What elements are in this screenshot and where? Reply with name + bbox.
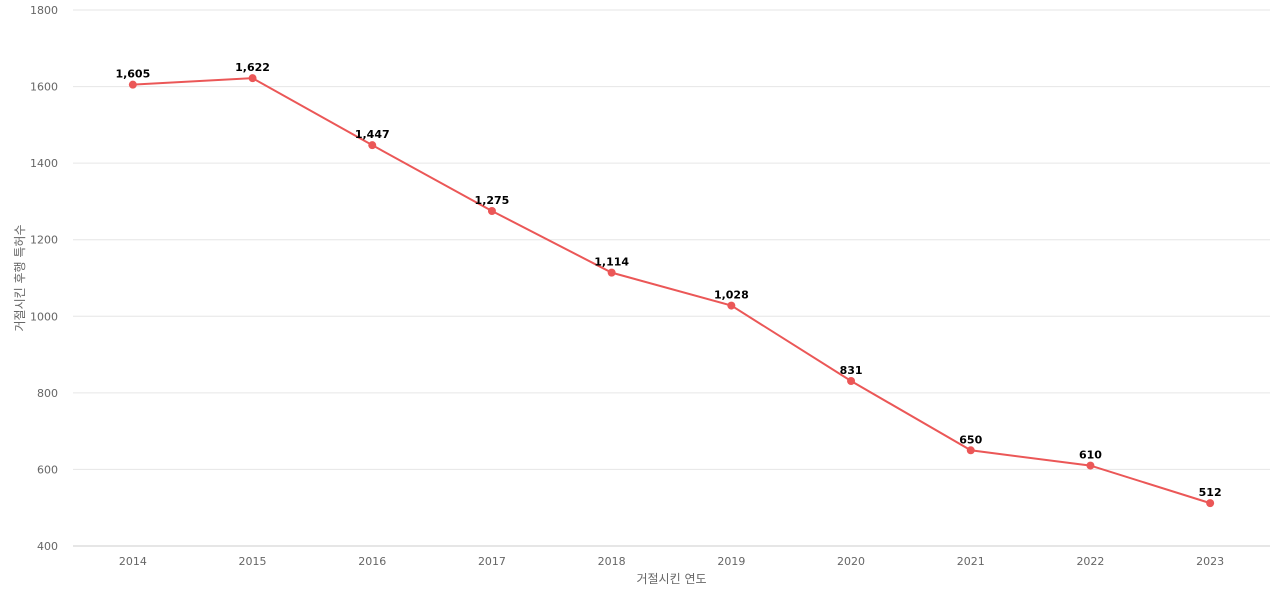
data-point bbox=[368, 141, 377, 150]
y-tick-label: 1200 bbox=[30, 234, 58, 247]
x-tick-label: 2023 bbox=[1196, 555, 1224, 568]
data-point bbox=[727, 301, 736, 310]
y-axis: 400 600 800 1000 1200 1400 1600 1800 bbox=[30, 4, 58, 553]
y-tick-label: 1400 bbox=[30, 157, 58, 170]
data-point bbox=[1086, 461, 1095, 470]
x-tick-label: 2014 bbox=[119, 555, 147, 568]
data-label: 1,114 bbox=[594, 256, 629, 269]
y-tick-label: 600 bbox=[37, 463, 58, 476]
x-axis-title: 거절시킨 연도 bbox=[636, 572, 706, 586]
x-tick-label: 2022 bbox=[1076, 555, 1104, 568]
data-label: 650 bbox=[959, 433, 982, 446]
data-label: 512 bbox=[1199, 486, 1222, 499]
series-line bbox=[132, 77, 1211, 505]
y-tick-label: 1800 bbox=[30, 4, 58, 17]
data-point bbox=[1206, 499, 1215, 508]
x-axis: 2014 2015 2016 2017 2018 2019 2020 2021 2022 2023 bbox=[119, 555, 1224, 568]
data-point bbox=[966, 446, 975, 455]
x-tick-label: 2021 bbox=[957, 555, 985, 568]
data-point bbox=[607, 268, 616, 277]
data-point bbox=[248, 74, 257, 83]
data-label: 1,275 bbox=[475, 194, 510, 207]
grid bbox=[73, 9, 1270, 547]
y-tick-label: 400 bbox=[37, 540, 58, 553]
data-label: 1,605 bbox=[115, 68, 150, 81]
x-tick-label: 2017 bbox=[478, 555, 506, 568]
data-label: 1,447 bbox=[355, 128, 390, 141]
y-tick-label: 1600 bbox=[30, 81, 58, 94]
data-label: 1,622 bbox=[235, 61, 270, 74]
x-tick-label: 2020 bbox=[837, 555, 865, 568]
x-tick-label: 2015 bbox=[239, 555, 267, 568]
data-point bbox=[128, 80, 137, 89]
series: 1,605 1,622 1,447 1,275 1,114 1,028 831 650 610 5… bbox=[115, 61, 1222, 508]
y-tick-label: 800 bbox=[37, 387, 58, 400]
data-label: 610 bbox=[1079, 449, 1102, 462]
x-tick-label: 2018 bbox=[598, 555, 626, 568]
x-tick-label: 2016 bbox=[358, 555, 386, 568]
data-point bbox=[847, 376, 856, 385]
data-label: 831 bbox=[840, 364, 863, 377]
data-label: 1,028 bbox=[714, 289, 749, 302]
y-tick-label: 1000 bbox=[30, 310, 58, 323]
data-point bbox=[487, 207, 496, 215]
x-tick-label: 2019 bbox=[717, 555, 745, 568]
y-axis-title: 거절시킨 후행 특허수 bbox=[12, 225, 27, 332]
